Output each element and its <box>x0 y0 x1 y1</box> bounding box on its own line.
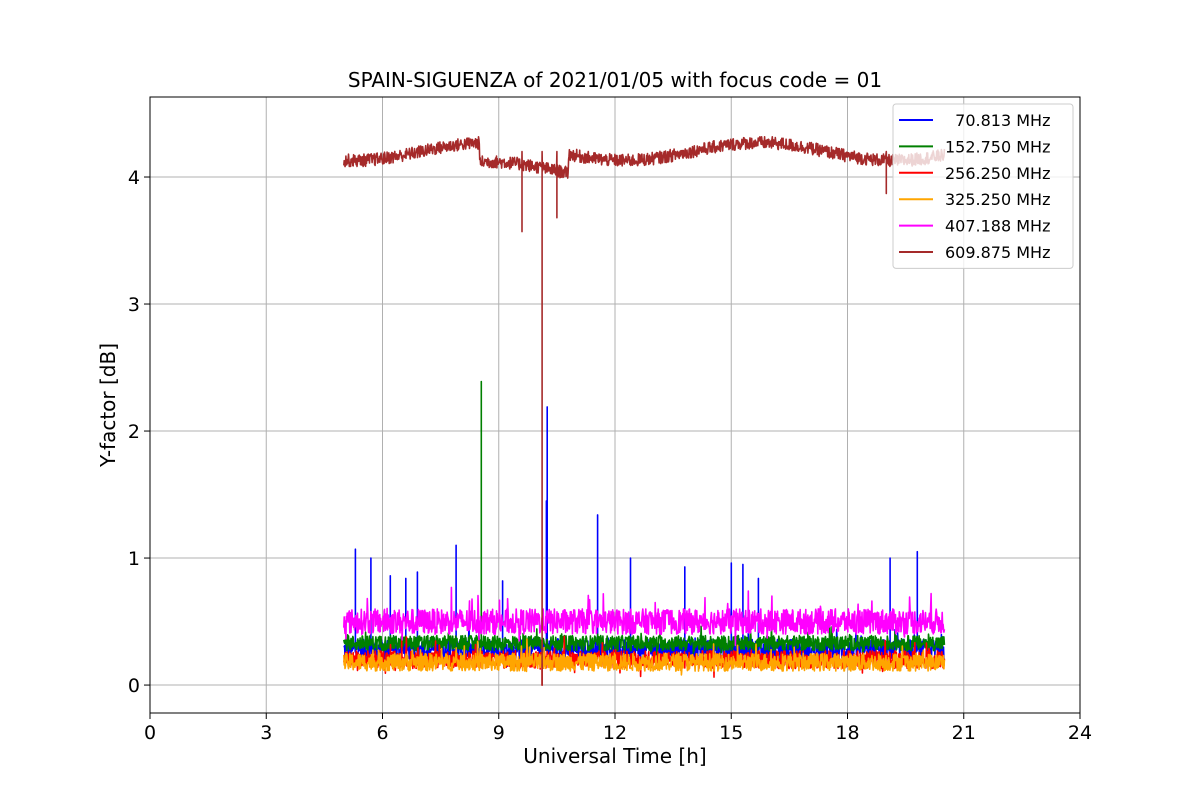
y-tick-label: 3 <box>128 294 140 316</box>
legend-entry: 256.250 MHz <box>945 164 1050 183</box>
series-line-1 <box>343 380 946 659</box>
y-tick-label: 0 <box>128 675 140 697</box>
legend-entry: 325.250 MHz <box>945 190 1050 209</box>
x-tick-label: 24 <box>1068 722 1092 744</box>
legend-entry: 609.875 MHz <box>945 243 1050 262</box>
x-tick-label: 18 <box>835 722 859 744</box>
x-tick-label: 6 <box>376 722 388 744</box>
x-tick-label: 21 <box>952 722 976 744</box>
series-line-4 <box>343 586 946 646</box>
x-axis-label: Universal Time [h] <box>523 744 706 768</box>
y-axis: 0 1 2 3 4 <box>128 167 150 697</box>
x-axis: 0 3 6 9 12 15 18 21 24 <box>144 713 1092 744</box>
x-tick-label: 15 <box>719 722 743 744</box>
y-tick-label: 1 <box>128 548 140 570</box>
x-tick-label: 9 <box>493 722 505 744</box>
grid-lines <box>150 97 1080 713</box>
x-tick-label: 3 <box>260 722 272 744</box>
y-axis-label: Y-factor [dB] <box>96 343 120 468</box>
x-tick-label: 0 <box>144 722 156 744</box>
y-tick-label: 2 <box>128 421 140 443</box>
series-layer <box>343 136 946 686</box>
legend-entry: 407.188 MHz <box>945 217 1050 236</box>
x-tick-label: 12 <box>603 722 627 744</box>
chart-title: SPAIN-SIGUENZA of 2021/01/05 with focus … <box>348 68 882 92</box>
legend-box <box>892 103 1074 269</box>
series-line-5 <box>343 136 946 686</box>
series-line-3 <box>343 638 946 676</box>
legend: 70.813 MHz 152.750 MHz 256.250 MHz 325.250 … <box>892 103 1074 269</box>
legend-entry: 152.750 MHz <box>945 137 1050 156</box>
y-tick-label: 4 <box>128 167 140 189</box>
legend-entry: 70.813 MHz <box>945 111 1050 130</box>
